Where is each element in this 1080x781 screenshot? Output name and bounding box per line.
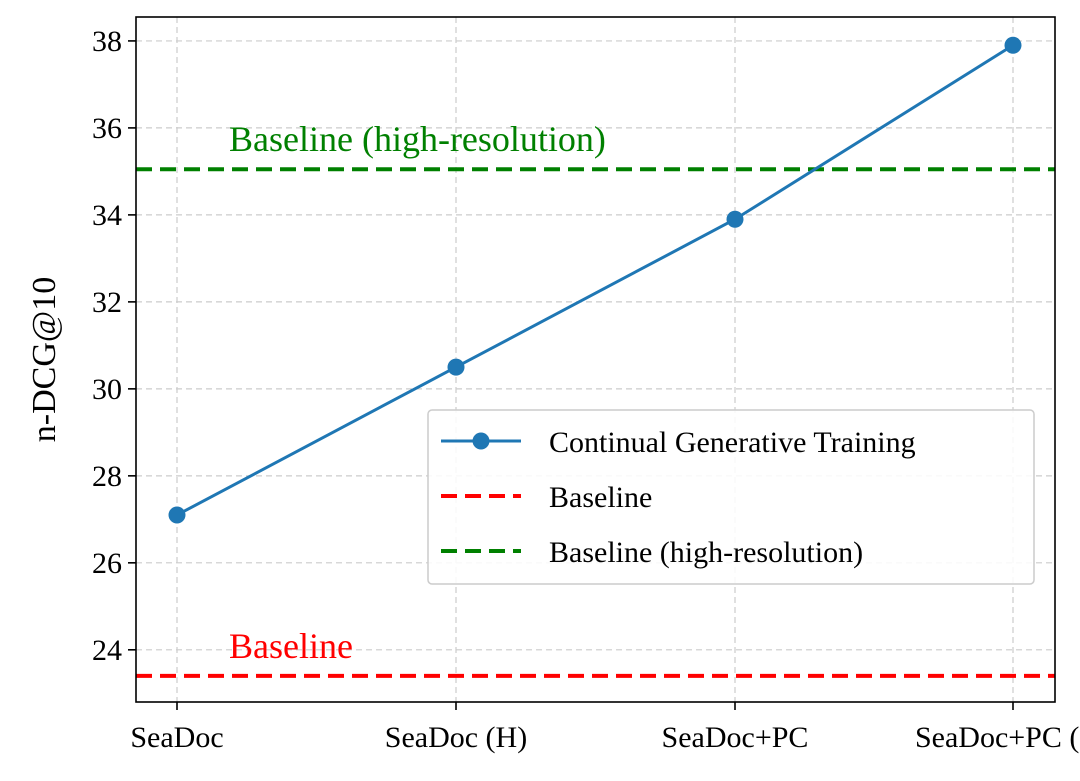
legend-label: Baseline (high-resolution) <box>549 536 863 569</box>
y-tick-label: 28 <box>92 460 122 493</box>
reference-line-annotation: Baseline (high-resolution) <box>229 119 606 159</box>
x-tick-label: SeaDoc+PC (H) <box>915 721 1080 754</box>
x-tick-label: SeaDoc+PC <box>662 721 809 754</box>
reference-line-annotation: Baseline <box>229 626 353 666</box>
legend: Continual Generative Training Baseline Bas… <box>427 409 1035 585</box>
series-layer <box>168 36 1022 524</box>
y-tick-label: 24 <box>92 634 122 667</box>
data-point <box>447 358 465 376</box>
legend-marker <box>472 432 490 450</box>
legend-label: Continual Generative Training <box>549 426 916 459</box>
y-tick-label: 34 <box>92 199 122 232</box>
plot-frame <box>135 16 1056 703</box>
y-tick-label: 38 <box>92 25 122 58</box>
data-point <box>168 506 186 524</box>
series-line <box>176 43 1014 517</box>
legend-label: Baseline <box>549 481 652 514</box>
x-tick-label: SeaDoc <box>130 721 223 754</box>
y-tick-label: 32 <box>92 286 122 319</box>
y-axis: 24 26 28 30 32 34 36 38 <box>92 25 136 667</box>
y-tick-label: 26 <box>92 547 122 580</box>
data-point <box>726 210 744 228</box>
y-tick-label: 36 <box>92 112 122 145</box>
x-axis: SeaDoc SeaDoc (H) SeaDoc+PC SeaDoc+PC (H) <box>130 702 1080 754</box>
reference-lines <box>136 167 1055 678</box>
y-tick-label: 30 <box>92 373 122 406</box>
x-tick-label: SeaDoc (H) <box>385 721 527 754</box>
annotations: Baseline Baseline (high-resolution) <box>229 119 606 666</box>
data-point <box>1004 36 1022 54</box>
legend-box <box>427 409 1035 585</box>
y-axis-label: n-DCG@10 <box>26 277 63 442</box>
